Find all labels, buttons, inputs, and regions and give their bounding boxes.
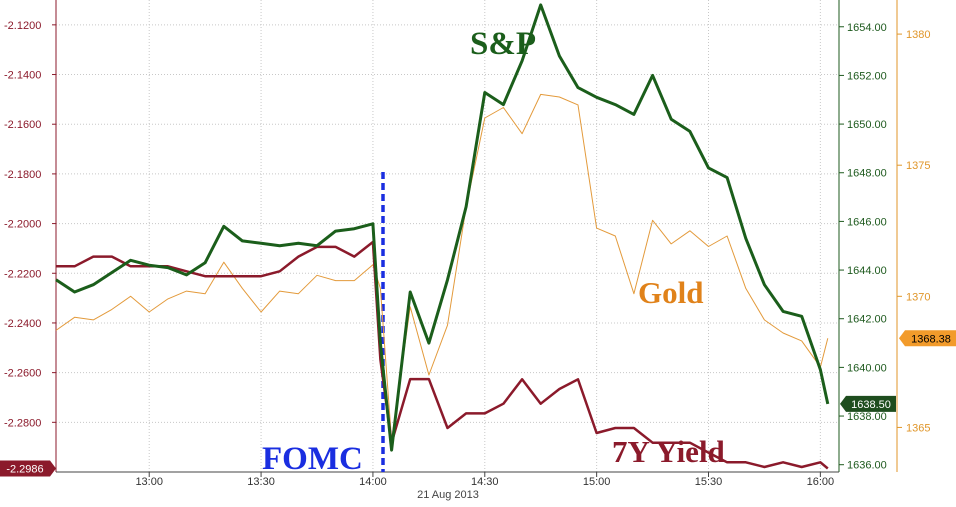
left-tick-label: -2.1800 xyxy=(4,169,41,181)
gridlines xyxy=(56,0,839,472)
left-tick-label: -2.2400 xyxy=(4,318,41,330)
right2-tick-label: 1380 xyxy=(906,29,930,41)
right-tick-label: 1646.00 xyxy=(847,216,887,228)
gold-annotation: Gold xyxy=(638,275,703,310)
right-tick-label: 1642.00 xyxy=(847,314,887,326)
right2-tick-label: 1370 xyxy=(906,291,930,303)
gold-last-label: 1368.38 xyxy=(911,333,951,345)
right-tick-label: 1648.00 xyxy=(847,168,887,180)
right-tick-label: 1640.00 xyxy=(847,362,887,374)
right-tick-label: 1652.00 xyxy=(847,70,887,82)
yield-last-label-box xyxy=(0,460,56,477)
right-tick-label: 1650.00 xyxy=(847,119,887,131)
x-tick-label: 13:30 xyxy=(247,476,275,488)
right-tick-label: 1636.00 xyxy=(847,460,887,472)
right-axis-2-ticks: 1380 1375 1370 1365 xyxy=(897,29,930,434)
x-tick-label: 14:30 xyxy=(471,476,499,488)
last-value-labels: 1638.50 1368.38 -2.2986 xyxy=(0,330,956,477)
right-tick-label: 1638.00 xyxy=(847,411,887,423)
yield-annotation: 7Y Yield xyxy=(612,434,725,469)
right-tick-label: 1654.00 xyxy=(847,22,887,34)
right-axis-ticks: 1654.00 1652.00 1650.00 1648.00 1646.00 1644.… xyxy=(839,22,887,472)
x-tick-label: 13:00 xyxy=(135,476,163,488)
sp-line xyxy=(55,3,830,452)
left-tick-label: -2.2600 xyxy=(4,368,41,380)
left-tick-label: -2.2800 xyxy=(4,417,41,429)
gold-last-label-box xyxy=(899,330,956,347)
gold-line xyxy=(55,93,829,441)
left-tick-label: -2.2000 xyxy=(4,219,41,231)
left-tick-label: -2.1400 xyxy=(4,70,41,82)
fomc-annotation: FOMC xyxy=(262,441,363,477)
x-axis-ticks: 13:00 13:30 14:00 14:30 15:00 15:30 16:00 xyxy=(135,472,834,488)
series-group xyxy=(55,3,830,470)
date-label: 21 Aug 2013 xyxy=(417,489,479,501)
right-tick-label: 1644.00 xyxy=(847,265,887,277)
sp-annotation: S&P xyxy=(470,26,536,62)
x-tick-label: 15:00 xyxy=(583,476,611,488)
yield-last-label: -2.2986 xyxy=(6,464,43,476)
left-tick-label: -2.1200 xyxy=(4,20,41,32)
right2-tick-label: 1365 xyxy=(906,422,930,434)
x-tick-label: 16:00 xyxy=(807,476,835,488)
x-tick-label: 15:30 xyxy=(695,476,723,488)
left-tick-label: -2.1600 xyxy=(4,119,41,131)
x-tick-label: 14:00 xyxy=(359,476,387,488)
sp-last-label-box xyxy=(840,395,896,412)
sp-last-label: 1638.50 xyxy=(851,399,891,411)
left-axis-ticks: -2.1200 -2.1400 -2.1600 -2.1800 -2.2000 -2.22… xyxy=(4,20,56,429)
right2-tick-label: 1375 xyxy=(906,160,930,172)
left-tick-label: -2.2200 xyxy=(4,268,41,280)
